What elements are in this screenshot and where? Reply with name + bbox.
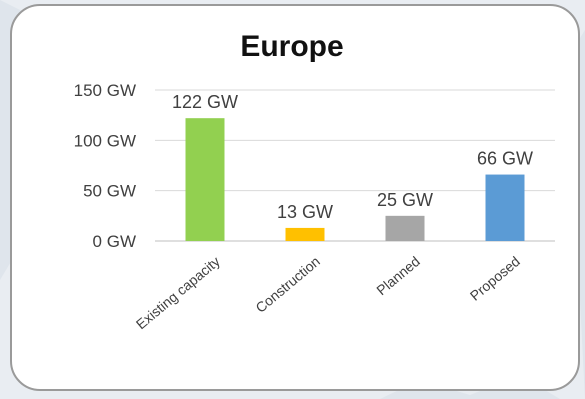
y-tick-label: 0 GW [93,232,136,251]
data-label: 122 GW [172,92,238,112]
data-label: 13 GW [277,202,333,222]
category-label: Proposed [467,253,523,304]
data-label: 66 GW [477,149,533,169]
y-axis-tick-labels: 0 GW 50 GW 100 GW 150 GW [74,81,136,251]
chart-title: Europe [240,30,343,63]
data-labels: 122 GW 13 GW 25 GW 66 GW [172,92,533,222]
category-labels: Existing capacity Construction Planned Prop… [133,253,523,332]
chart-card [10,4,580,391]
bar [485,174,525,241]
y-tick-label: 100 GW [74,131,136,150]
data-label: 25 GW [377,190,433,210]
category-label: Existing capacity [133,253,223,332]
y-tick-label: 150 GW [74,81,136,100]
bar [385,215,425,241]
category-label: Construction [252,253,322,316]
bar [285,227,325,241]
bar [185,118,225,241]
category-label: Planned [373,253,423,298]
bars [185,118,525,241]
y-tick-label: 50 GW [83,182,136,201]
